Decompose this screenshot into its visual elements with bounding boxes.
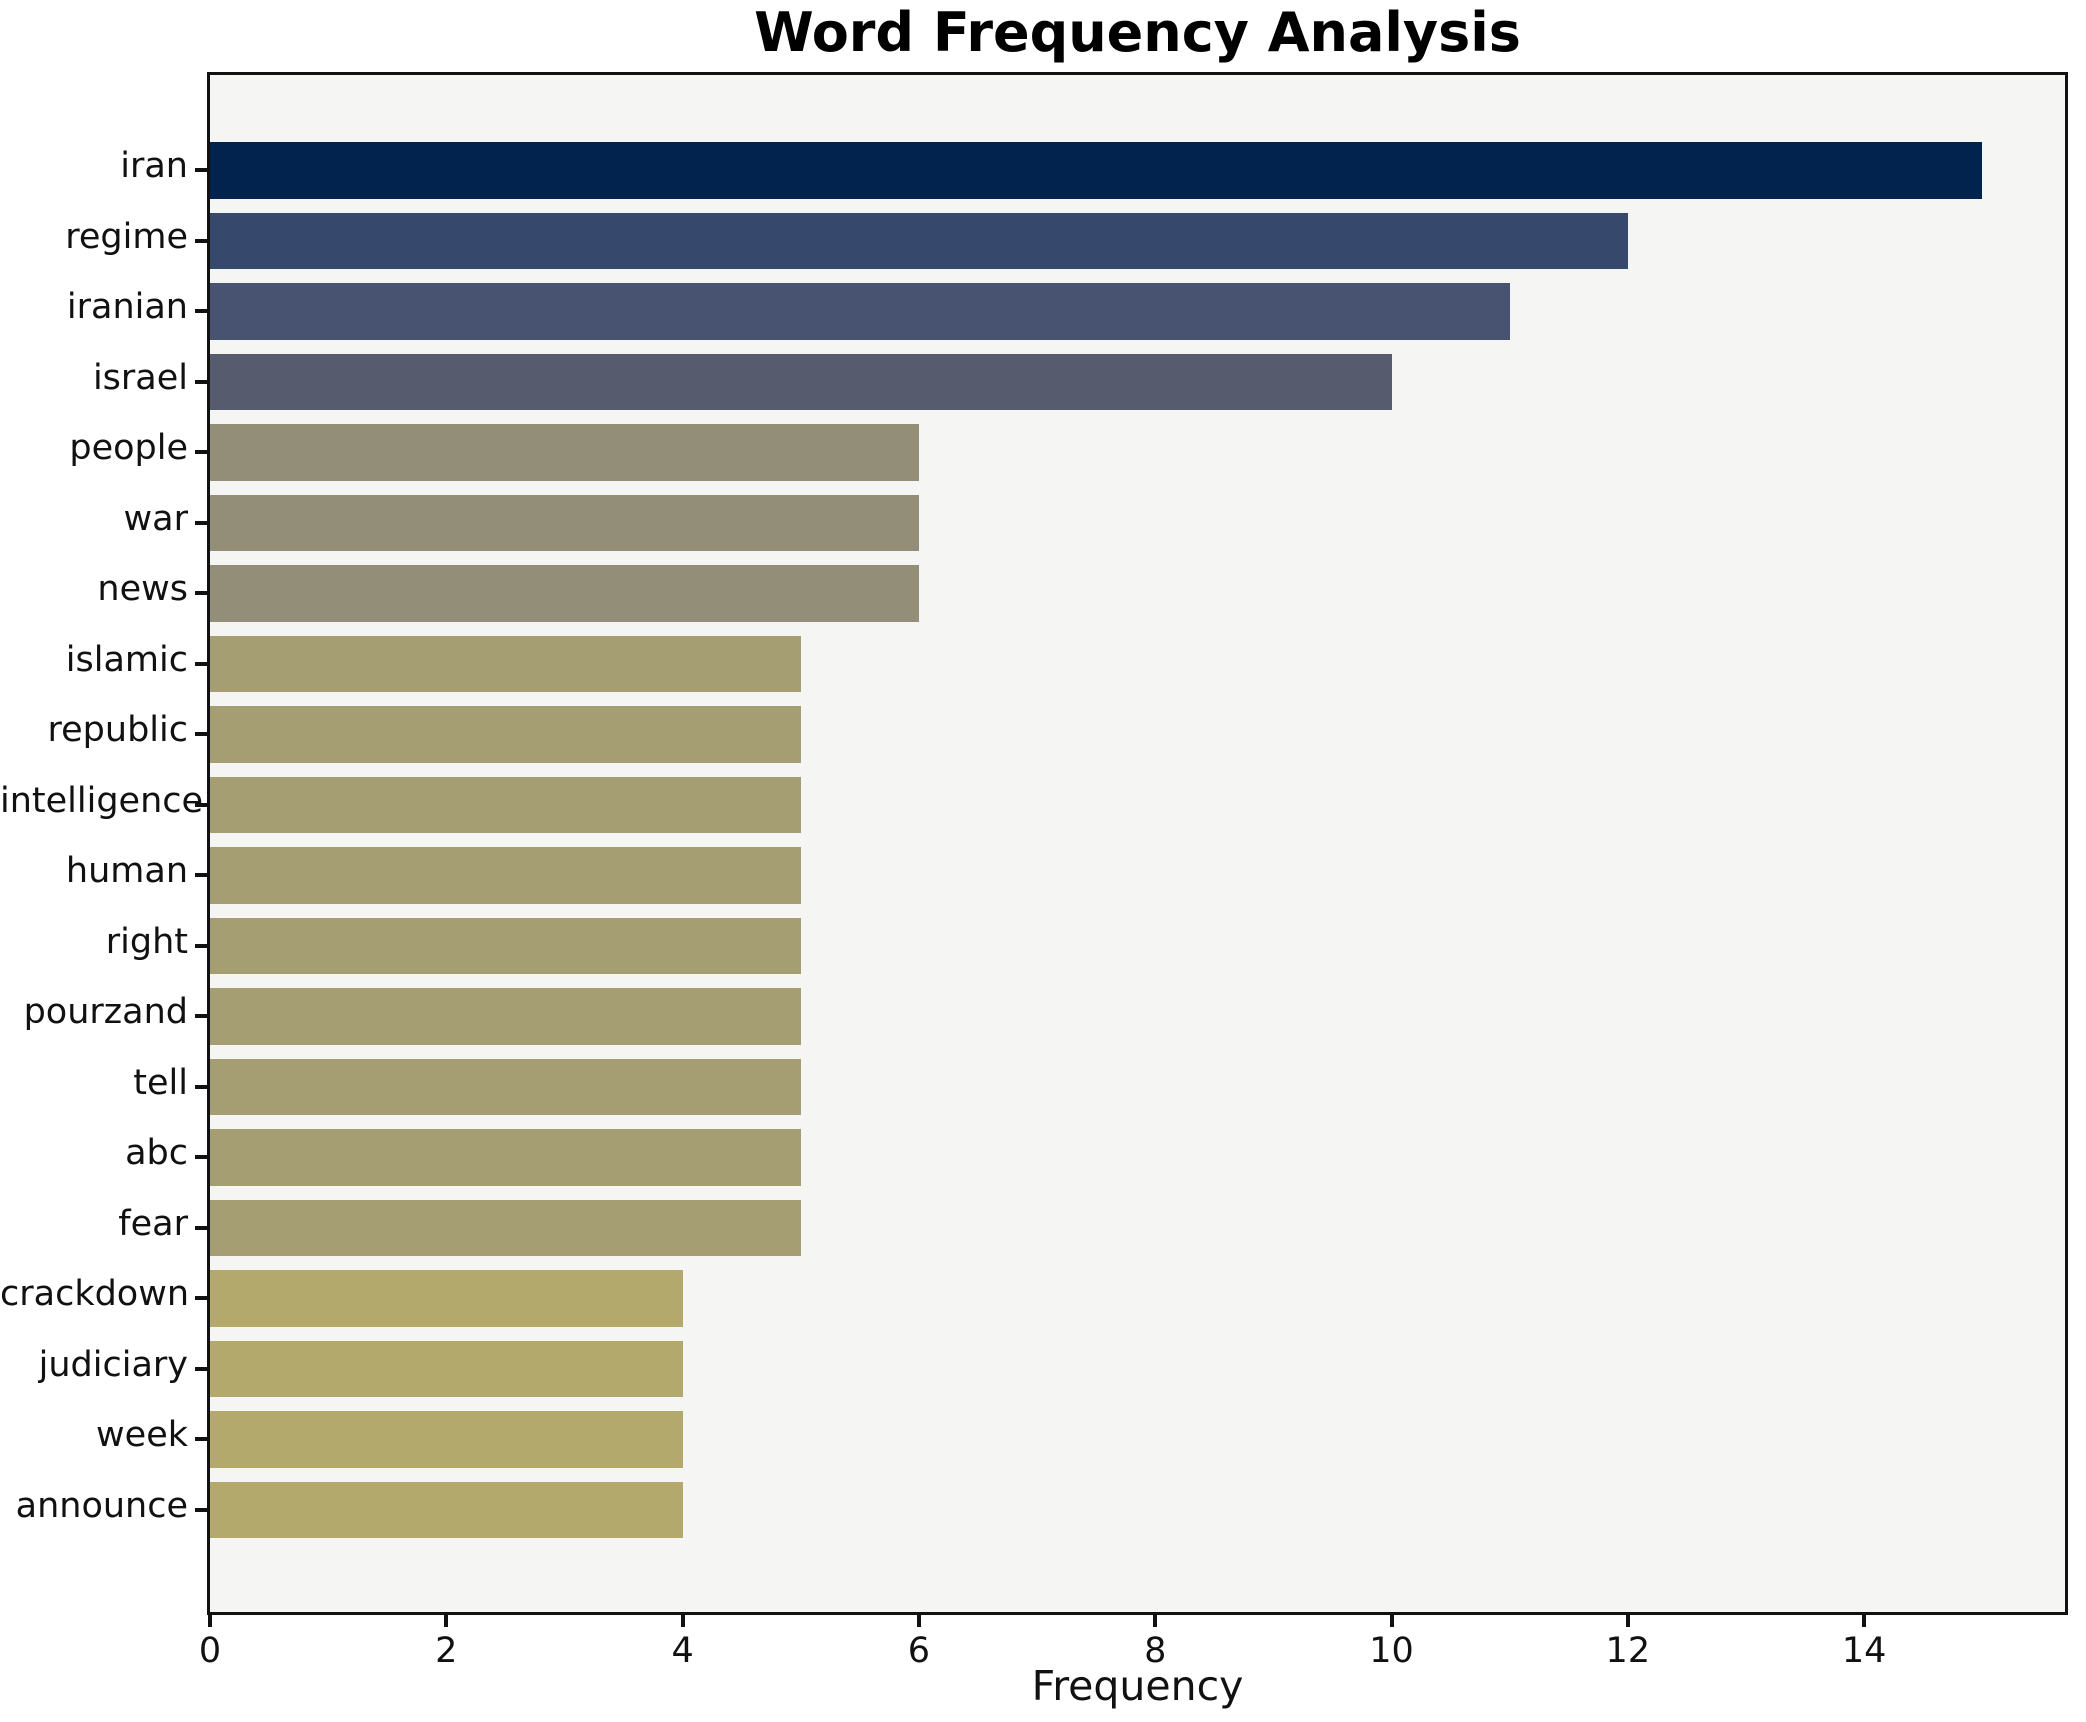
y-tick-label-week: week [96,1415,188,1456]
bar-tell [210,1058,801,1115]
y-tick-label-news: news [97,569,188,610]
y-tick-label-right: right [105,921,188,962]
x-tick-mark [1389,1615,1394,1627]
y-tick-mark [195,1437,207,1442]
x-tick-label-8: 8 [1144,1631,1167,1671]
x-tick-label-12: 12 [1605,1631,1651,1671]
y-tick-label-israel: israel [92,357,188,398]
x-tick-label-0: 0 [198,1631,222,1671]
bar-israel [210,353,1392,410]
y-tick-mark [195,520,207,525]
y-tick-label-crackdown: crackdown [0,1274,190,1315]
y-tick-mark [195,732,207,737]
y-tick-label-pourzand: pourzand [23,992,188,1033]
x-tick-mark [1625,1615,1630,1627]
y-tick-label-republic: republic [47,710,188,751]
bar-pourzand [210,988,801,1045]
bar-human [210,847,801,904]
x-tick-mark [208,1615,212,1627]
y-tick-mark [195,1296,207,1301]
y-tick-mark [195,873,207,878]
plot-area [207,72,2068,1615]
bar-people [210,424,919,481]
x-tick-label-10: 10 [1369,1631,1414,1671]
bar-judiciary [210,1340,683,1397]
y-tick-label-intelligence: intelligence [0,780,204,821]
y-tick-mark [195,168,207,173]
bar-right [210,917,801,974]
x-tick-mark [1862,1615,1867,1627]
y-tick-mark [195,1366,207,1371]
x-tick-mark [1153,1615,1158,1627]
y-tick-mark [195,591,207,596]
y-tick-mark [195,1155,207,1160]
y-tick-label-war: war [123,498,188,539]
chart-title: Word Frequency Analysis [754,1,1521,64]
y-tick-mark [195,1507,207,1512]
y-tick-label-fear: fear [118,1203,188,1244]
bar-intelligence [210,776,801,833]
y-tick-mark [195,943,207,948]
y-tick-label-abc: abc [125,1133,188,1174]
x-tick-label-6: 6 [907,1631,931,1671]
bar-islamic [210,635,801,692]
y-tick-mark [195,450,207,455]
y-tick-mark [195,309,207,314]
y-tick-mark [195,1014,207,1019]
y-tick-label-people: people [69,428,188,469]
y-tick-mark [195,379,207,384]
x-tick-mark [916,1615,921,1627]
bar-abc [210,1129,801,1186]
y-tick-mark [195,238,207,243]
y-tick-label-announce: announce [15,1485,188,1526]
bar-crackdown [210,1270,683,1327]
bar-republic [210,706,801,763]
y-tick-label-tell: tell [133,1062,188,1103]
bar-news [210,565,919,622]
bar-iran [210,142,1983,199]
bar-regime [210,212,1628,269]
x-axis-label: Frequency [1031,1662,1244,1710]
x-tick-mark [444,1615,449,1627]
bar-week [210,1411,683,1468]
y-tick-label-judiciary: judiciary [38,1344,188,1385]
y-tick-label-iran: iran [120,146,188,187]
y-tick-mark [195,661,207,666]
x-tick-label-4: 4 [671,1631,694,1671]
x-tick-label-14: 14 [1841,1631,1887,1671]
bar-fear [210,1199,801,1256]
bar-announce [210,1481,683,1538]
y-tick-mark [195,802,207,807]
y-tick-label-human: human [65,851,188,892]
x-tick-mark [680,1615,685,1627]
y-tick-label-iranian: iranian [66,287,188,328]
y-tick-label-regime: regime [65,216,188,257]
bar-war [210,494,919,551]
bar-iranian [210,283,1510,340]
y-tick-mark [195,1225,207,1230]
x-tick-label-2: 2 [435,1631,458,1671]
y-tick-label-islamic: islamic [65,639,188,680]
y-tick-mark [195,1084,207,1089]
